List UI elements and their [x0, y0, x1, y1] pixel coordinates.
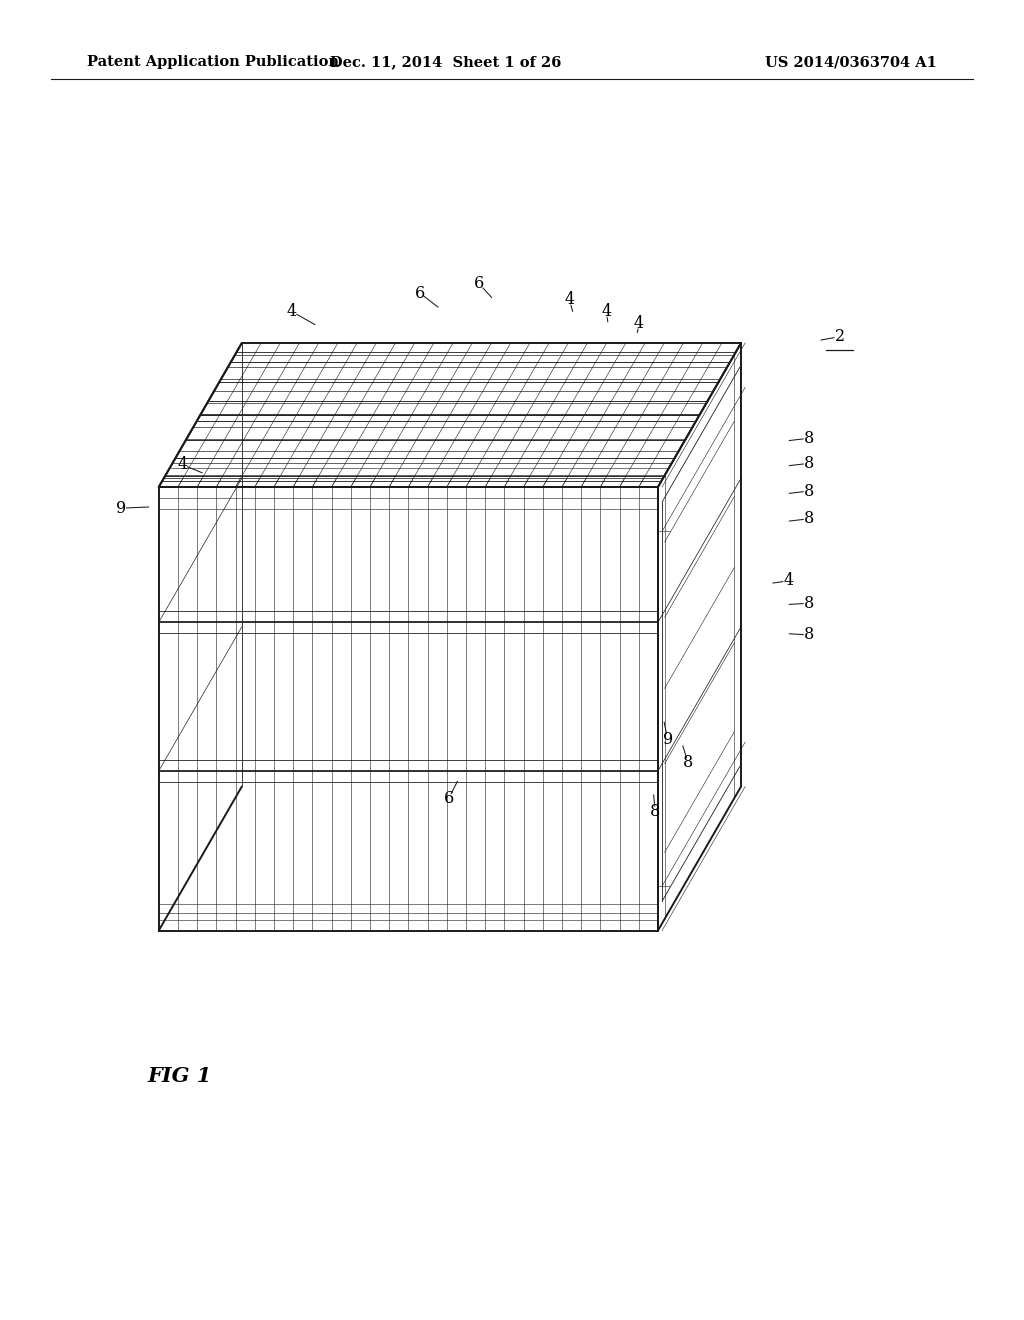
Text: 4: 4 [634, 315, 644, 331]
Text: 2: 2 [835, 329, 845, 345]
Text: 8: 8 [804, 430, 814, 446]
Text: 4: 4 [601, 304, 611, 319]
Text: 8: 8 [650, 804, 660, 820]
Text: 4: 4 [287, 304, 297, 319]
Text: 9: 9 [663, 731, 673, 747]
Text: 8: 8 [804, 483, 814, 499]
Text: 4: 4 [564, 292, 574, 308]
Text: 6: 6 [443, 791, 454, 807]
Text: 8: 8 [804, 455, 814, 471]
Text: 6: 6 [474, 276, 484, 292]
Text: 8: 8 [804, 627, 814, 643]
Text: 8: 8 [804, 595, 814, 611]
Text: US 2014/0363704 A1: US 2014/0363704 A1 [765, 55, 937, 69]
Text: 6: 6 [415, 285, 425, 301]
Text: 9: 9 [116, 500, 126, 516]
Text: FIG 1: FIG 1 [147, 1065, 211, 1086]
Text: Dec. 11, 2014  Sheet 1 of 26: Dec. 11, 2014 Sheet 1 of 26 [330, 55, 561, 69]
Text: 4: 4 [177, 457, 187, 473]
Text: 4: 4 [783, 573, 794, 589]
Text: 8: 8 [683, 755, 693, 771]
Text: Patent Application Publication: Patent Application Publication [87, 55, 339, 69]
Text: 8: 8 [804, 511, 814, 527]
